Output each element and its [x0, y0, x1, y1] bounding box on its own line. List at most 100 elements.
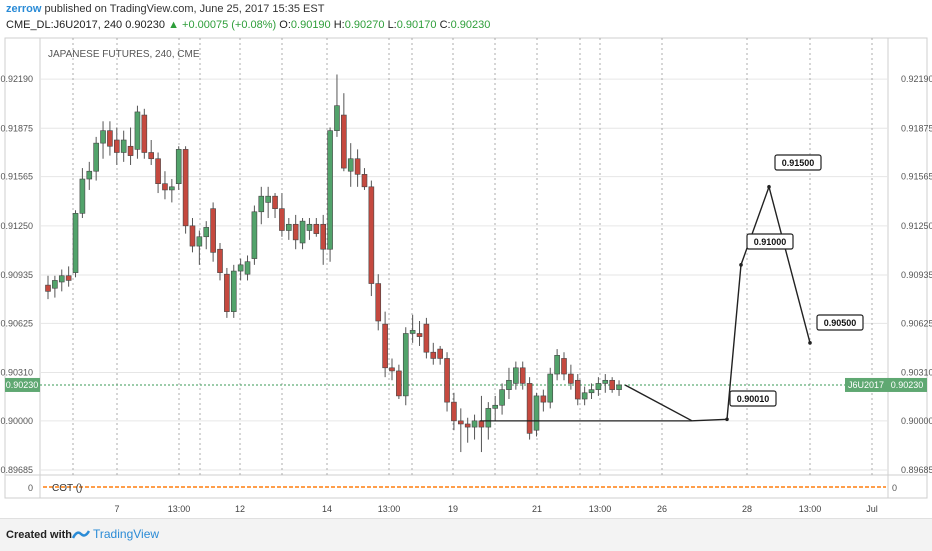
x-tick-label: 13:00	[589, 504, 612, 514]
candle-body	[175, 149, 182, 184]
candle	[258, 186, 265, 225]
tradingview-brand[interactable]: TradingView	[72, 527, 159, 541]
current-price-badge-right	[888, 377, 927, 392]
candle	[155, 152, 161, 194]
candle-body	[513, 367, 519, 384]
price-change: ▲ +0.00075 (+0.08%)	[168, 19, 277, 31]
candle-body	[306, 223, 313, 231]
high-label: H:	[333, 19, 345, 31]
candle-body	[492, 404, 499, 409]
candle-body	[148, 152, 154, 160]
y-tick-label-right: 0.90310	[901, 367, 932, 377]
candle-body	[45, 284, 51, 292]
candle	[114, 127, 120, 165]
candle	[237, 258, 244, 281]
candle-body	[382, 323, 388, 369]
candle	[292, 214, 299, 250]
candle-body	[189, 225, 196, 247]
candle-body	[568, 373, 574, 384]
candle	[52, 275, 58, 298]
author-link[interactable]: zerrow	[6, 3, 42, 15]
candle	[148, 140, 154, 165]
current-price-label-right: 0.90230	[891, 380, 924, 390]
candle-body	[313, 223, 320, 234]
callout-label: 0.90010	[737, 394, 770, 404]
projection-point	[767, 185, 771, 189]
candle	[334, 74, 340, 137]
candle	[568, 364, 574, 390]
series-badge	[845, 377, 888, 392]
candle-body	[334, 105, 340, 131]
x-tick-label: 28	[742, 504, 752, 514]
candle	[162, 171, 168, 200]
x-tick-label: 26	[657, 504, 667, 514]
candle-body	[347, 158, 354, 172]
callout-box	[729, 390, 777, 407]
footer: Created with TradingView	[0, 518, 932, 551]
candle-body	[588, 389, 595, 394]
cot-left-value: 0	[28, 483, 33, 493]
candle-body	[396, 370, 402, 397]
y-tick-label-left: 0.91875	[0, 123, 33, 133]
candle-body	[196, 236, 203, 247]
axes: 0.92190 0.92190 0.91875 0.91875 0.91565 0.915…	[0, 74, 932, 514]
candle-body	[485, 408, 492, 428]
candle-body	[554, 355, 560, 375]
cot-right-value: 0	[892, 483, 897, 493]
candle	[561, 352, 567, 381]
candle-body	[279, 208, 285, 231]
current-price-label-left: 0.90230	[6, 380, 39, 390]
candle	[492, 395, 499, 421]
candle	[464, 417, 471, 443]
candle	[609, 377, 615, 393]
candle	[430, 342, 437, 365]
candle	[265, 186, 271, 219]
candle	[45, 275, 51, 300]
candle-body	[58, 275, 65, 283]
candle-body	[169, 186, 175, 191]
y-tick-label-left: 0.90935	[0, 270, 33, 280]
chart-title: JAPANESE FUTURES, 240, CME	[48, 49, 200, 60]
y-tick-label-right: 0.90000	[901, 416, 932, 426]
candle-body	[210, 208, 216, 253]
y-tick-label-right: 0.91875	[901, 123, 932, 133]
y-tick-label-left: 0.90310	[0, 367, 33, 377]
candle-body	[389, 367, 395, 372]
candle-body	[127, 145, 134, 156]
callout-box	[816, 314, 864, 331]
candle-body	[182, 149, 189, 227]
candle-body	[416, 333, 423, 337]
candles	[45, 74, 622, 453]
candle	[175, 146, 182, 190]
open-value: 0.90190	[290, 19, 331, 31]
candle	[86, 161, 93, 190]
candle-body	[320, 223, 327, 250]
open-label: O:	[279, 19, 291, 31]
candle-body	[120, 139, 127, 153]
candle-body	[79, 178, 86, 214]
x-tick-label: 13:00	[799, 504, 822, 514]
candle	[513, 361, 519, 390]
candle	[217, 242, 223, 281]
candle	[65, 266, 72, 287]
candle-body	[162, 183, 168, 191]
candle	[540, 389, 547, 412]
candle	[595, 377, 602, 396]
candle	[602, 374, 609, 393]
y-tick-label-left: 0.90625	[0, 318, 33, 328]
y-tick-label-right: 0.90935	[901, 270, 932, 280]
candle-body	[616, 384, 622, 390]
current-price-badge-left	[5, 377, 40, 392]
candle-body	[299, 220, 306, 244]
candle-body	[52, 280, 58, 289]
candle	[444, 352, 450, 412]
y-tick-label-right: 0.92190	[901, 74, 932, 84]
projection-path	[624, 184, 811, 422]
candle-body	[107, 130, 113, 147]
candle	[299, 218, 306, 250]
candle-body	[609, 379, 615, 390]
y-tick-label-left: 0.91250	[0, 221, 33, 231]
candle	[588, 383, 595, 400]
candle-body	[602, 379, 609, 384]
